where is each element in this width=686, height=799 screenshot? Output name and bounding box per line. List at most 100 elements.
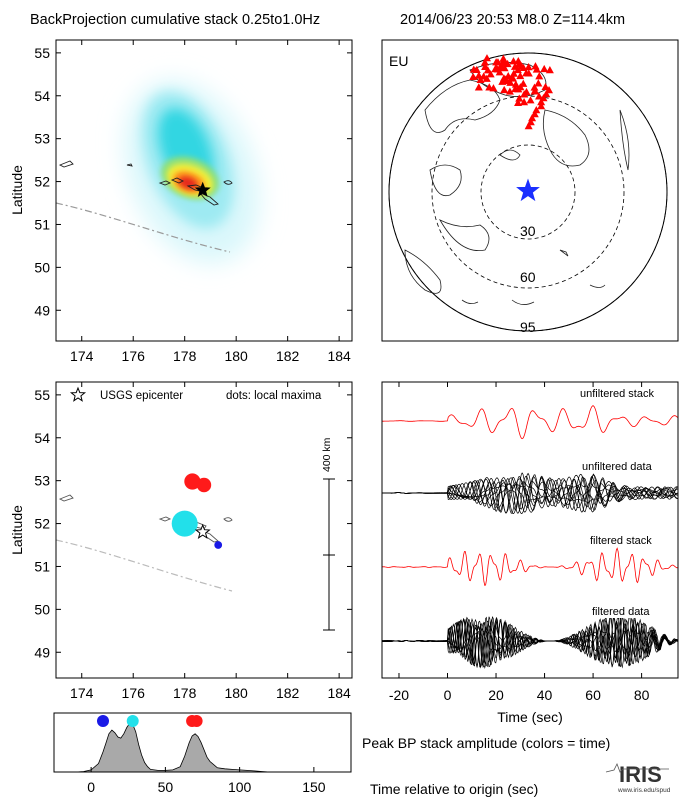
station-marker bbox=[503, 59, 512, 68]
legend-star-icon bbox=[69, 386, 87, 402]
station-marker bbox=[522, 87, 531, 96]
station-marker bbox=[511, 80, 520, 88]
iris-url: www.iris.edu/spud bbox=[617, 787, 671, 794]
local-maxima-map: USGS epicenter dots: local maxima 400 km… bbox=[9, 381, 353, 701]
station-marker bbox=[495, 68, 504, 76]
station-marker bbox=[500, 64, 509, 72]
x-tick-label: 178 bbox=[173, 348, 197, 364]
station-marker bbox=[532, 65, 541, 73]
station-marker bbox=[524, 122, 533, 130]
time-marker-dot bbox=[97, 715, 109, 727]
x-tick-label: 80 bbox=[634, 687, 650, 703]
distance-scale-bar bbox=[323, 478, 335, 631]
trace-label-unfiltered-data: unfiltered data bbox=[582, 461, 653, 473]
x-tick-label: 176 bbox=[122, 685, 146, 701]
station-marker bbox=[511, 84, 520, 93]
y-tick-label: 49 bbox=[34, 302, 50, 318]
station-marker bbox=[474, 83, 483, 91]
x-tick-label: 178 bbox=[173, 685, 197, 701]
y-tick-label: 49 bbox=[34, 644, 50, 660]
trace-label-filtered-stack: filtered stack bbox=[590, 535, 652, 547]
station-marker bbox=[545, 86, 554, 94]
ring-label-60: 60 bbox=[520, 269, 536, 285]
x-tick-label: 184 bbox=[327, 685, 351, 701]
station-marker bbox=[530, 110, 539, 118]
filtered-data-trace bbox=[382, 615, 678, 668]
filtered-stack-trace bbox=[382, 547, 678, 586]
x-tick-label: 60 bbox=[585, 687, 601, 703]
station-marker bbox=[482, 54, 491, 62]
x-tick-label: 174 bbox=[70, 348, 94, 364]
epicenter-star bbox=[194, 181, 211, 197]
x-tick-label: 100 bbox=[228, 779, 252, 795]
y-tick-label: 50 bbox=[34, 601, 50, 617]
station-marker bbox=[537, 98, 546, 106]
station-marker bbox=[519, 79, 528, 87]
station-marker bbox=[515, 94, 524, 102]
time-marker-dot bbox=[190, 715, 203, 727]
station-marker bbox=[516, 71, 525, 80]
y-tick-label: 51 bbox=[34, 216, 50, 232]
station-marker bbox=[491, 65, 500, 73]
scale-label: 400 km bbox=[321, 437, 333, 472]
y-tick-label: 51 bbox=[34, 558, 50, 574]
station-marker bbox=[498, 77, 507, 85]
station-marker bbox=[528, 114, 537, 122]
local-maximum-dot bbox=[196, 477, 212, 493]
x-tick-label: 182 bbox=[276, 685, 300, 701]
x-tick-label: 180 bbox=[224, 685, 248, 701]
y-tick-label: 55 bbox=[34, 45, 50, 61]
station-marker bbox=[486, 70, 495, 78]
x-tick-label: 20 bbox=[488, 687, 504, 703]
legend-epicenter-label: USGS epicenter bbox=[100, 390, 183, 402]
time-axis-label: Time (sec) bbox=[497, 709, 563, 725]
station-marker bbox=[522, 69, 531, 77]
trace-panel: unfiltered stack unfiltered data filtere… bbox=[381, 381, 679, 725]
station-marker bbox=[532, 106, 541, 114]
trace-label-filtered-data: filtered data bbox=[592, 606, 650, 618]
station-marker bbox=[526, 96, 535, 104]
y-tick-label: 52 bbox=[34, 516, 50, 532]
local-maxima-dots bbox=[171, 473, 223, 549]
y-tick-label: 55 bbox=[34, 387, 50, 403]
station-marker bbox=[541, 82, 550, 91]
x-tick-label: 50 bbox=[158, 779, 174, 795]
station-marker bbox=[514, 56, 523, 65]
filtered-data-trace bbox=[382, 616, 678, 668]
station-marker bbox=[524, 63, 533, 71]
x-tick-label: 0 bbox=[87, 779, 95, 795]
peak-amplitude-panel: 0 50 100 150 Peak BP stack amplitude (color… bbox=[53, 712, 610, 797]
station-marker bbox=[480, 58, 489, 66]
y-tick-label: 54 bbox=[34, 88, 50, 104]
legend-dots-label: dots: local maxima bbox=[226, 390, 322, 402]
epicenter-star-shape bbox=[194, 181, 211, 197]
peak-amplitude-area bbox=[54, 722, 351, 772]
station-marker bbox=[514, 98, 523, 106]
latitude-label: Latitude bbox=[9, 165, 25, 215]
ring-label-30: 30 bbox=[520, 223, 536, 239]
station-marker bbox=[535, 72, 544, 80]
station-marker bbox=[530, 83, 539, 91]
time-relative-label: Time relative to origin (sec) bbox=[370, 781, 538, 797]
station-marker bbox=[530, 87, 539, 95]
x-tick-label: 184 bbox=[327, 348, 351, 364]
epicenter-star-shape bbox=[194, 523, 211, 539]
local-maximum-dot bbox=[184, 473, 201, 490]
y-tick-label: 54 bbox=[34, 430, 50, 446]
epicenter-star-maxima bbox=[194, 523, 211, 539]
unfiltered-data-trace bbox=[382, 472, 678, 512]
x-tick-label: 0 bbox=[444, 687, 452, 703]
station-marker bbox=[542, 90, 551, 98]
region-label: EU bbox=[389, 53, 408, 69]
x-tick-label: 176 bbox=[122, 348, 146, 364]
station-marker bbox=[509, 69, 518, 77]
station-marker bbox=[535, 92, 544, 100]
unfiltered-stack-trace bbox=[382, 405, 678, 440]
station-marker bbox=[492, 58, 501, 66]
station-marker bbox=[507, 74, 516, 82]
unfiltered-data-traces bbox=[382, 472, 678, 514]
ring-label-95: 95 bbox=[520, 319, 536, 335]
station-markers bbox=[469, 54, 554, 130]
iris-logo-text: IRIS bbox=[619, 762, 662, 787]
